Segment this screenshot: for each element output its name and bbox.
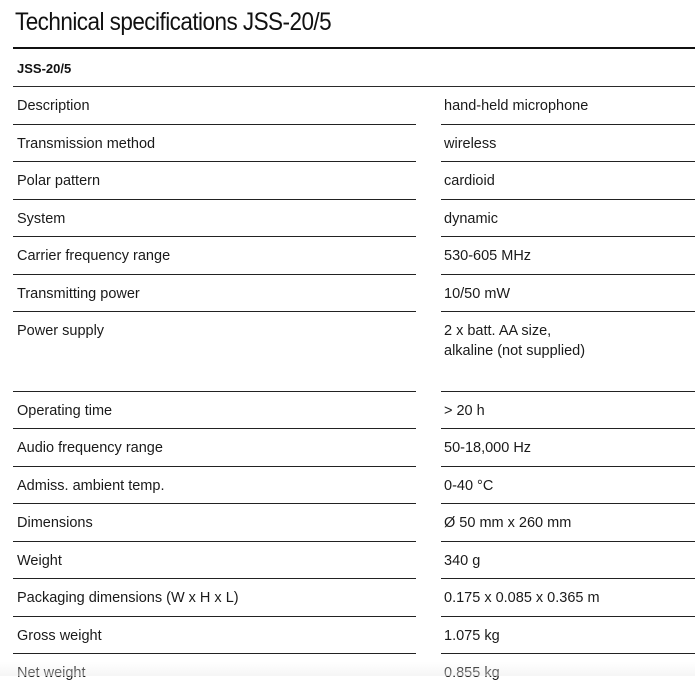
spec-value: 50-18,000 Hz [444, 440, 532, 456]
spec-row-operating-time: Operating time > 20 h [0, 392, 695, 429]
spec-row-polar-pattern: Polar pattern cardioid [0, 162, 695, 200]
row-divider [441, 161, 695, 162]
spec-value: 0.175 x 0.085 x 0.365 m [444, 590, 600, 606]
spec-table: Description hand-held microphone Transmi… [0, 87, 695, 692]
row-divider [13, 503, 416, 504]
spec-value: 530-605 MHz [444, 248, 532, 264]
spec-value: > 20 h [444, 402, 485, 419]
spec-label: Transmitting power [17, 285, 140, 302]
row-divider [441, 198, 695, 200]
spec-label: Admiss. ambient temp. [17, 477, 165, 494]
spec-label: Weight [17, 552, 62, 569]
spec-label: Dimensions [17, 515, 93, 531]
spec-row-transmitting-power: Transmitting power 10/50 mW [0, 275, 695, 312]
row-divider [441, 465, 695, 467]
spec-value: hand-held microphone [444, 98, 589, 114]
spec-row-description: Description hand-held microphone [0, 87, 695, 125]
spec-row-weight: Weight 340 g [0, 542, 695, 579]
spec-row-gross-weight: Gross weight 1.075 kg [0, 617, 695, 654]
row-divider [13, 198, 416, 200]
row-divider [13, 578, 416, 579]
spec-value: 0.855 kg [444, 665, 500, 681]
row-divider [441, 390, 695, 392]
spec-label: System [17, 210, 66, 227]
spec-label: Net weight [17, 665, 86, 681]
model-divider [13, 86, 695, 87]
row-divider [441, 503, 695, 504]
row-divider [13, 161, 416, 162]
model-name: JSS-20/5 [17, 61, 72, 76]
spec-row-net-weight: Net weight 0.855 kg [0, 654, 695, 692]
row-divider [441, 236, 695, 237]
spec-value: 0-40 °C [444, 477, 494, 494]
row-divider [441, 123, 695, 125]
spec-row-power-supply: Power supply 2 x batt. AA size, alkaline… [0, 312, 695, 392]
spec-value: 2 x batt. AA size, alkaline (not supplie… [444, 323, 586, 359]
spec-value: wireless [444, 135, 497, 152]
spec-label: Description [17, 98, 90, 114]
row-divider [13, 428, 416, 429]
spec-value: 340 g [444, 552, 481, 569]
spec-value: Ø 50 mm x 260 mm [444, 515, 572, 531]
row-divider [13, 615, 416, 617]
row-divider [13, 390, 416, 392]
spec-value: 10/50 mW [444, 285, 511, 302]
row-divider [13, 273, 416, 275]
spec-row-dimensions: Dimensions Ø 50 mm x 260 mm [0, 504, 695, 542]
row-divider [441, 578, 695, 579]
spec-label: Packaging dimensions (W x H x L) [17, 590, 239, 606]
spec-label: Operating time [17, 402, 113, 419]
row-divider [441, 653, 695, 654]
spec-row-system: System dynamic [0, 200, 695, 237]
row-divider [441, 273, 695, 275]
spec-label: Audio frequency range [17, 440, 163, 456]
spec-label: Power supply [17, 323, 105, 339]
spec-value: cardioid [444, 173, 495, 189]
spec-value: dynamic [444, 210, 498, 227]
row-divider [13, 653, 416, 654]
spec-row-ambient-temp: Admiss. ambient temp. 0-40 °C [0, 467, 695, 504]
spec-row-audio-frequency-range: Audio frequency range 50-18,000 Hz [0, 429, 695, 467]
title-divider [13, 47, 695, 49]
row-divider [13, 465, 416, 467]
spec-row-carrier-frequency-range: Carrier frequency range 530-605 MHz [0, 237, 695, 275]
spec-label: Transmission method [17, 135, 156, 152]
page-title: Technical specifications JSS-20/5 [15, 8, 332, 36]
model-header-row: JSS-20/5 [13, 49, 695, 87]
row-divider [13, 311, 416, 312]
row-divider [441, 428, 695, 429]
spec-value: 1.075 kg [444, 627, 500, 644]
spec-row-packaging-dimensions: Packaging dimensions (W x H x L) 0.175 x… [0, 579, 695, 617]
row-divider [13, 540, 416, 542]
row-divider [441, 311, 695, 312]
row-divider [13, 236, 416, 237]
row-divider [441, 540, 695, 542]
spec-label: Polar pattern [17, 173, 101, 189]
row-divider [13, 123, 416, 125]
row-divider [441, 615, 695, 617]
spec-row-transmission-method: Transmission method wireless [0, 125, 695, 162]
spec-label: Carrier frequency range [17, 248, 171, 264]
spec-label: Gross weight [17, 627, 102, 644]
